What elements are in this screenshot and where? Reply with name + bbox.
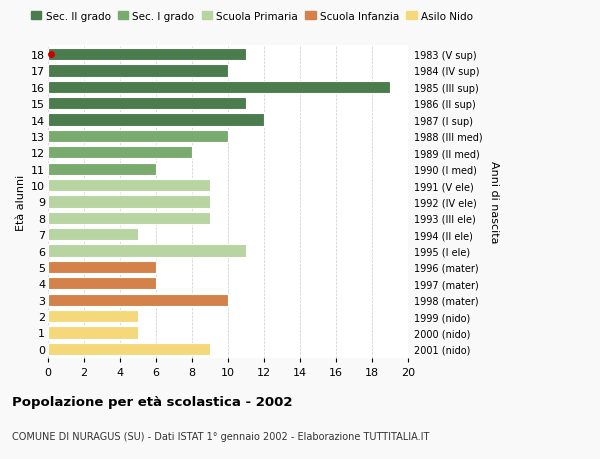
Bar <box>48 196 210 208</box>
Text: COMUNE DI NURAGUS (SU) - Dati ISTAT 1° gennaio 2002 - Elaborazione TUTTITALIA.IT: COMUNE DI NURAGUS (SU) - Dati ISTAT 1° g… <box>12 431 430 442</box>
Bar <box>48 294 228 306</box>
Bar <box>48 81 390 94</box>
Bar <box>48 343 210 355</box>
Y-axis label: Età alunni: Età alunni <box>16 174 26 230</box>
Bar <box>48 326 138 339</box>
Y-axis label: Anni di nascita: Anni di nascita <box>489 161 499 243</box>
Bar <box>48 229 138 241</box>
Bar <box>48 65 228 78</box>
Bar <box>48 130 228 143</box>
Text: Popolazione per età scolastica - 2002: Popolazione per età scolastica - 2002 <box>12 395 293 408</box>
Bar <box>48 278 156 290</box>
Bar <box>48 163 156 175</box>
Bar <box>48 261 156 274</box>
Bar <box>48 179 210 192</box>
Bar <box>48 49 246 61</box>
Bar <box>48 245 246 257</box>
Bar <box>48 212 210 224</box>
Bar <box>48 310 138 323</box>
Legend: Sec. II grado, Sec. I grado, Scuola Primaria, Scuola Infanzia, Asilo Nido: Sec. II grado, Sec. I grado, Scuola Prim… <box>27 7 477 26</box>
Bar <box>48 147 192 159</box>
Bar <box>48 98 246 110</box>
Bar <box>48 114 264 126</box>
